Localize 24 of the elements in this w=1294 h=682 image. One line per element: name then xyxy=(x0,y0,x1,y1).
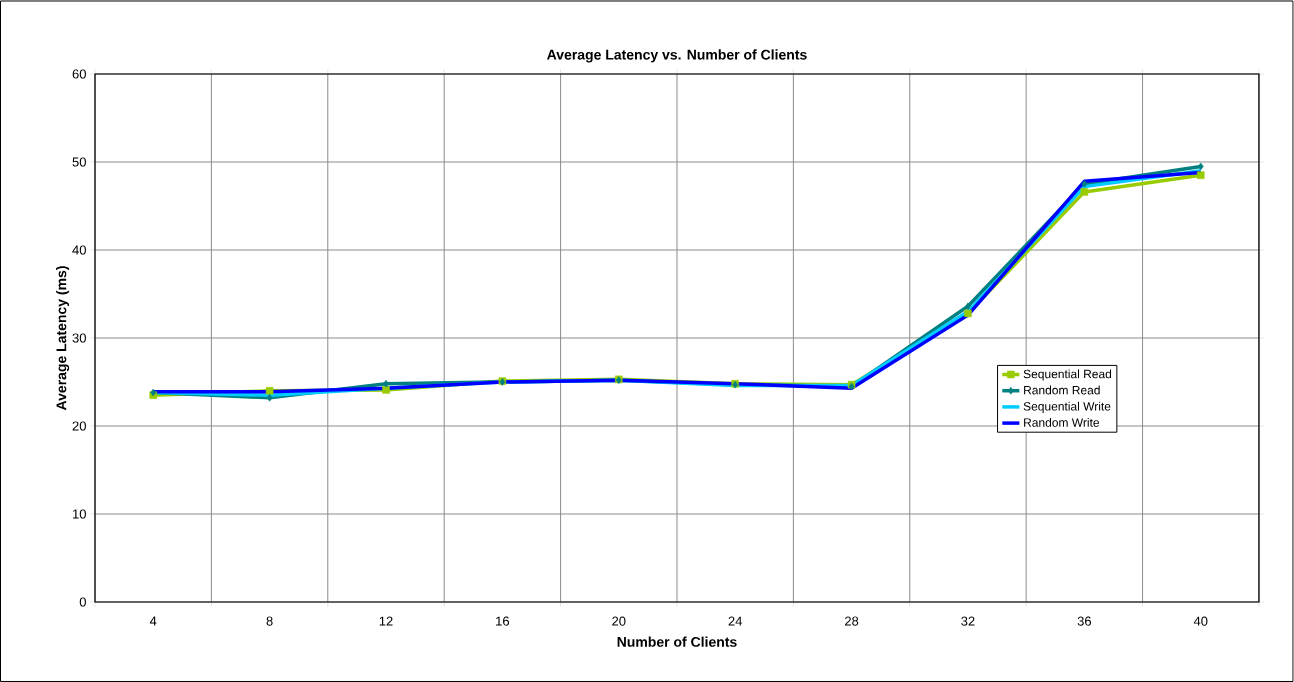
legend-label: Random Read xyxy=(1024,385,1100,395)
y-tick-label: 20 xyxy=(72,421,86,431)
legend-label: Sequential Write xyxy=(1023,401,1111,413)
y-axis-title: Average Latency (ms) xyxy=(56,266,70,411)
y-tick-label: 0 xyxy=(79,597,86,607)
x-tick-label: 4 xyxy=(149,616,157,626)
y-tick-label: 50 xyxy=(72,157,86,167)
x-tick-label: 12 xyxy=(379,616,393,626)
x-tick-label: 16 xyxy=(496,616,510,626)
x-tick-label: 28 xyxy=(844,616,859,626)
chart-title: Average Latency vs. Number of Clients xyxy=(547,49,807,63)
y-tick-label: 30 xyxy=(72,333,86,343)
legend-label: Sequential Read xyxy=(1023,369,1112,381)
legend-label: Random Write xyxy=(1024,418,1100,427)
x-tick-label: 20 xyxy=(612,616,626,626)
y-tick-label: 40 xyxy=(72,245,86,255)
y-tick-label: 60 xyxy=(72,69,86,79)
y-tick-label: 10 xyxy=(73,509,86,519)
x-tick-label: 32 xyxy=(961,616,975,626)
x-tick-label: 40 xyxy=(1193,616,1208,626)
x-tick-label: 36 xyxy=(1077,616,1092,626)
x-axis-title: Number of Clients xyxy=(617,636,737,647)
x-tick-label: 24 xyxy=(728,616,743,626)
x-tick-label: 8 xyxy=(266,616,273,626)
